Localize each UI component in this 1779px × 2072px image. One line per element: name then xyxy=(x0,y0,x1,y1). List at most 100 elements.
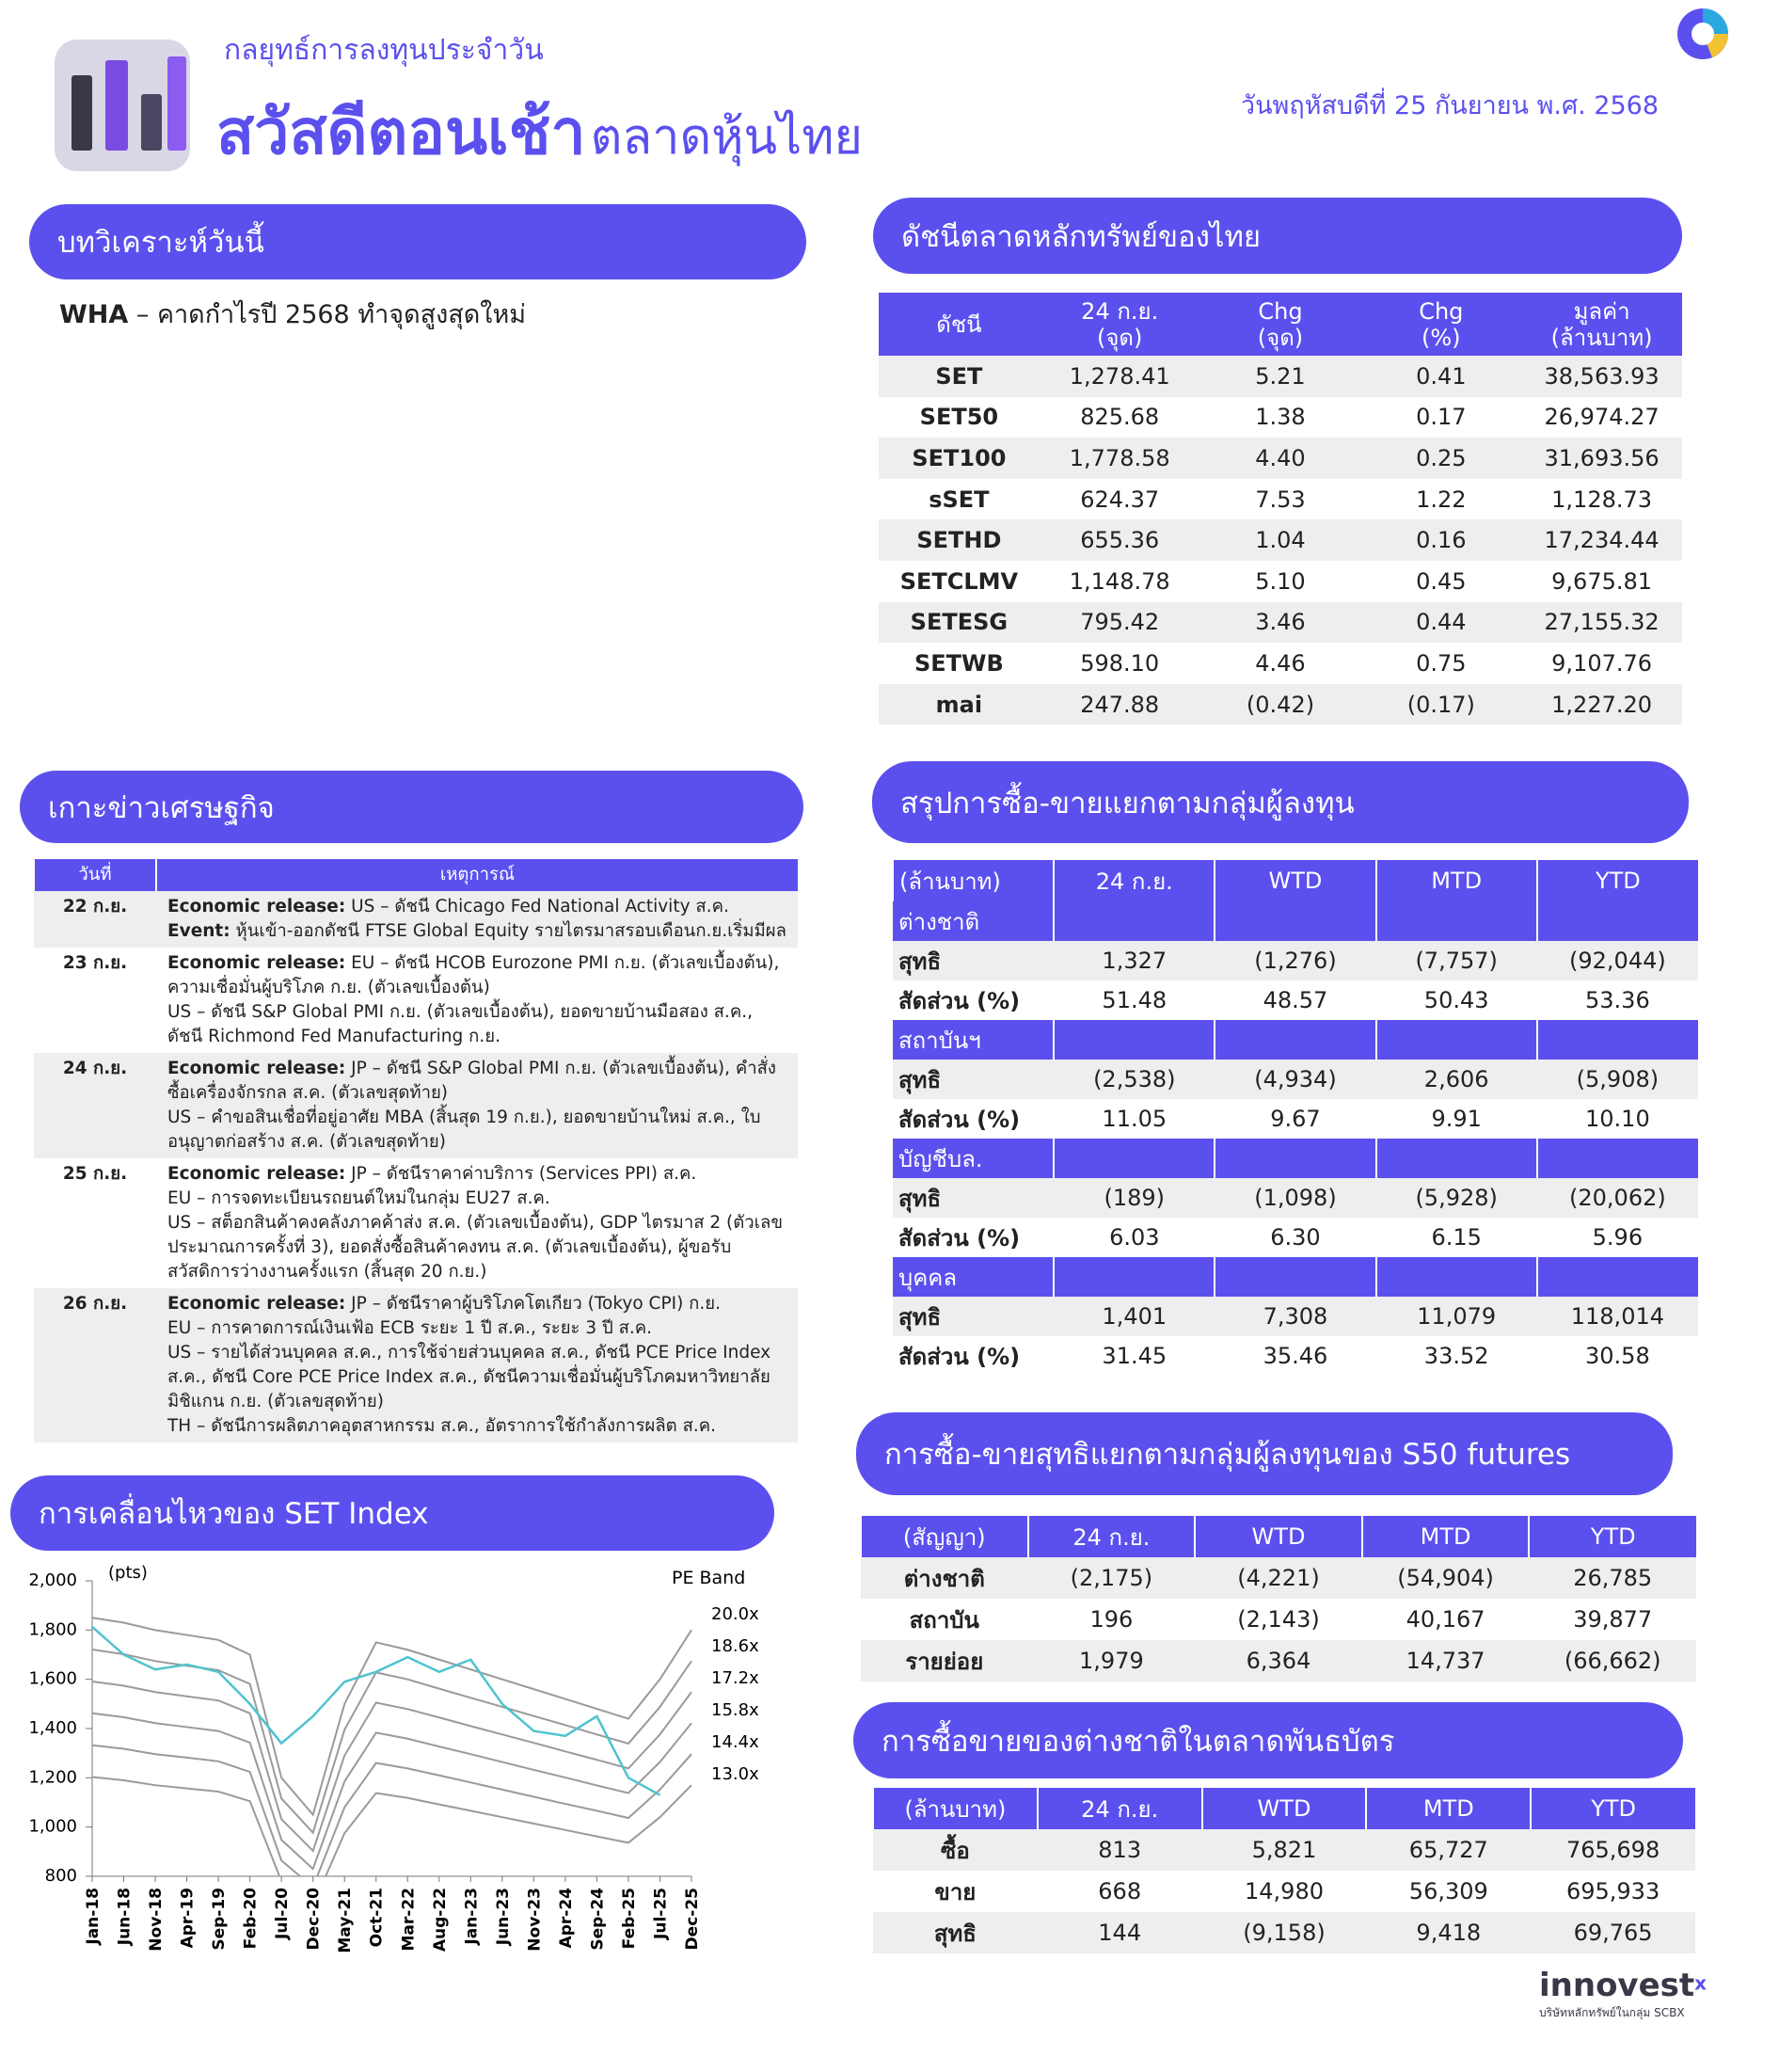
cell: สัดส่วน (%) xyxy=(898,1224,1021,1251)
event: EU – การคาดการณ์เงินเฟ้อ ECB ระยะ 1 ปี ส… xyxy=(167,1316,786,1341)
band-title: PE Band xyxy=(672,1568,745,1588)
group-row: บัญชีบล. xyxy=(893,1139,1698,1178)
x-tick-label: Feb-25 xyxy=(620,1888,639,1949)
section-heading: การซื้อ-ขายสุทธิแยกตามกลุ่มผู้ลงทุนของ S… xyxy=(856,1412,1673,1495)
group-spacer xyxy=(1053,1139,1215,1178)
cell: (54,904) xyxy=(1397,1565,1494,1591)
cell: SETCLMV xyxy=(899,567,1019,595)
event-text: US – ดัชนี S&P Global PMI ก.ย. (ตัวเลขเบ… xyxy=(167,1002,753,1046)
cell: 668 xyxy=(1098,1878,1142,1905)
y-axis-label: (pts) xyxy=(108,1563,148,1583)
header-cell: 24 ก.ย. (จุด) xyxy=(1039,293,1200,356)
cell: 1,128.73 xyxy=(1551,486,1653,513)
x-tick-label: Jun-18 xyxy=(116,1888,135,1946)
cell: 48.57 xyxy=(1263,987,1328,1013)
events: Economic release: JP – ดัชนี S&P Global … xyxy=(156,1053,798,1158)
cell: (189) xyxy=(1104,1185,1166,1211)
x-tick-label: Feb-20 xyxy=(242,1888,261,1950)
event: US – รายได้ส่วนบุคคล ส.ค., การใช้จ่ายส่ว… xyxy=(167,1341,786,1414)
band-label: 20.0x xyxy=(711,1604,759,1624)
group-spacer xyxy=(1535,901,1698,941)
cell: SETWB xyxy=(913,649,1004,677)
cell: 0.75 xyxy=(1416,649,1467,677)
header-cell: MTD xyxy=(1374,860,1537,901)
cell: 1.22 xyxy=(1416,486,1467,513)
event-label: Economic release: xyxy=(167,953,346,973)
y-tick-label: 1,000 xyxy=(28,1817,77,1837)
header-cell: (ล้านบาท) xyxy=(891,860,1055,901)
cell: SETESG xyxy=(910,609,1009,636)
cell: 5.21 xyxy=(1255,362,1306,390)
title-light: ตลาดหุ้นไทย xyxy=(590,109,863,166)
header-row: (ล้านบาท) 24 ก.ย. WTD MTD YTD xyxy=(872,1788,1695,1829)
x-tick-label: Jul-20 xyxy=(273,1888,292,1940)
group-spacer xyxy=(1374,1139,1537,1178)
group-name: บัญชีบล. xyxy=(893,1139,1055,1178)
cell: 11.05 xyxy=(1102,1106,1167,1132)
event-text: EU – การจดทะเบียนรถยนต์ใหม่ในกลุ่ม EU27 … xyxy=(167,1188,550,1208)
cell: ขาย xyxy=(934,1878,977,1905)
date: 26 ก.ย. xyxy=(62,1294,128,1314)
subtitle: กลยุทธ์การลงทุนประจำวัน xyxy=(224,34,544,67)
cell: (0.42) xyxy=(1246,691,1315,718)
cell: สุทธิ xyxy=(933,1920,977,1947)
cell: SETHD xyxy=(916,527,1002,554)
event: TH – ดัชนีการผลิตภาคอุตสาหกรรม ส.ค., อัต… xyxy=(167,1414,786,1439)
cell: 51.48 xyxy=(1102,987,1167,1013)
series-line xyxy=(92,1776,692,1876)
header-row: วันที่ เหตุการณ์ xyxy=(33,859,798,891)
report-date: วันพฤหัสบดีที่ 25 กันยายน พ.ศ. 2568 xyxy=(1240,91,1659,120)
cell: 6.30 xyxy=(1270,1224,1321,1251)
row: SETCLMV 1,148.78 5.10 0.45 9,675.81 xyxy=(879,561,1682,602)
cell: ซื้อ xyxy=(941,1837,970,1864)
cell: สุทธิ xyxy=(898,1185,942,1212)
cell: สถาบัน xyxy=(909,1606,979,1634)
cell: 1.04 xyxy=(1255,527,1306,554)
header-cell: YTD xyxy=(1528,1516,1696,1557)
row: SETWB 598.10 4.46 0.75 9,107.76 xyxy=(879,643,1682,684)
group-spacer xyxy=(1535,1257,1698,1297)
x-tick-label: Mar-22 xyxy=(399,1888,418,1952)
group-name: บุคคล xyxy=(893,1257,1055,1297)
cell: สัดส่วน (%) xyxy=(898,987,1021,1014)
cell: 31,693.56 xyxy=(1544,444,1660,471)
header-row: ดัชนี 24 ก.ย. (จุด) Chg (จุด) Chg (%) มูลค่า (ล้… xyxy=(879,293,1682,356)
section-heading: เกาะข่าวเศรษฐกิจ xyxy=(20,771,803,843)
analysis-line: WHA – คาดกำไรปี 2568 ทำจุดสูงสุดใหม่ xyxy=(59,294,526,334)
cell: 14,980 xyxy=(1245,1878,1324,1905)
header-cell: Chg (จุด) xyxy=(1199,293,1361,356)
row: 25 ก.ย. Economic release: JP – ดัชนีราคาค… xyxy=(34,1158,798,1288)
row: สุทธิ 144 (9,158) 9,418 69,765 xyxy=(873,1912,1695,1953)
event: EU – การจดทะเบียนรถยนต์ใหม่ในกลุ่ม EU27 … xyxy=(167,1187,786,1211)
row: 23 ก.ย. Economic release: EU – ดัชนี HCOB… xyxy=(34,948,798,1053)
cell: SET xyxy=(935,362,983,390)
cell: 4.46 xyxy=(1255,649,1306,677)
cell: 40,167 xyxy=(1406,1606,1485,1633)
cell: 30.58 xyxy=(1585,1343,1650,1369)
event: Economic release: JP – ดัชนีราคาค่าบริกา… xyxy=(167,1162,786,1187)
cell: 26,785 xyxy=(1573,1565,1653,1591)
cell: 5.10 xyxy=(1255,567,1306,595)
header-text: 24 ก.ย. xyxy=(1081,297,1159,325)
event-text: JP – ดัชนีราคาค่าบริการ (Services PPI) ส… xyxy=(351,1164,697,1184)
header-cell: (ล้านบาท) xyxy=(872,1788,1038,1829)
title-bold: สวัสดีตอนเช้า xyxy=(216,96,586,168)
y-tick-label: 1,400 xyxy=(28,1718,77,1738)
cell: 9,675.81 xyxy=(1551,567,1653,595)
y-tick-label: 1,200 xyxy=(28,1767,77,1787)
cell: SET100 xyxy=(912,444,1007,471)
header-text: (จุด) xyxy=(1097,324,1143,351)
cell: 196 xyxy=(1089,1606,1134,1633)
x-tick-label: Apr-24 xyxy=(557,1888,576,1949)
header-cell: เหตุการณ์ xyxy=(155,859,798,891)
header-cell: MTD xyxy=(1360,1516,1530,1557)
row: SET50 825.68 1.38 0.17 26,974.27 xyxy=(879,397,1682,438)
event: US – คำขอสินเชื่อที่อยู่อาศัย MBA (สิ้นส… xyxy=(167,1106,786,1155)
cell: สุทธิ xyxy=(898,1066,942,1093)
index-table: ดัชนี 24 ก.ย. (จุด) Chg (จุด) Chg (%) มูลค่า (ล้… xyxy=(879,293,1682,725)
cell: 655.36 xyxy=(1080,527,1160,554)
brand-mark: x xyxy=(1694,1971,1708,1995)
cell: (66,662) xyxy=(1564,1648,1661,1674)
cell: (7,757) xyxy=(1415,948,1498,974)
